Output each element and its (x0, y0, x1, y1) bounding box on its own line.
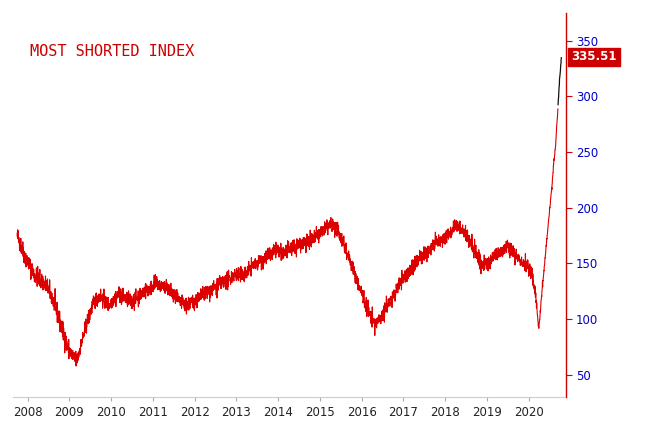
Text: 335.51: 335.51 (571, 51, 617, 64)
Text: MOST SHORTED INDEX: MOST SHORTED INDEX (30, 44, 194, 59)
